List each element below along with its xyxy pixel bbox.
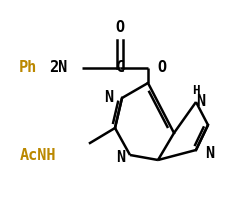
Text: N: N: [205, 145, 214, 161]
Text: 2N: 2N: [49, 60, 67, 75]
Text: N: N: [116, 151, 125, 166]
Text: C: C: [115, 60, 124, 75]
Text: AcNH: AcNH: [20, 147, 56, 163]
Text: N: N: [104, 91, 113, 105]
Text: N: N: [196, 95, 205, 109]
Text: Ph: Ph: [19, 60, 37, 75]
Text: H: H: [192, 83, 200, 96]
Text: O: O: [157, 60, 166, 75]
Text: O: O: [115, 20, 124, 36]
